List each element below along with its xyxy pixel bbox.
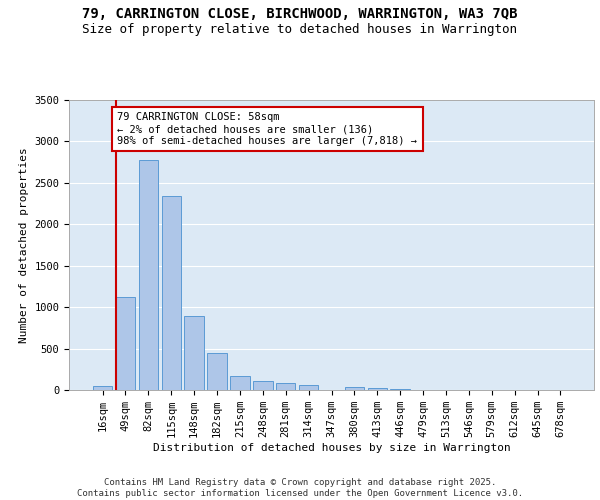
Bar (139, 160, 158, 390)
Bar (116, 297, 135, 390)
Text: 79, CARRINGTON CLOSE, BIRCHWOOD, WARRINGTON, WA3 7QB: 79, CARRINGTON CLOSE, BIRCHWOOD, WARRING… (82, 8, 518, 22)
Bar (93, 386, 112, 390)
Bar (253, 382, 272, 390)
Text: 79 CARRINGTON CLOSE: 58sqm
← 2% of detached houses are smaller (136)
98% of semi: 79 CARRINGTON CLOSE: 58sqm ← 2% of detac… (118, 112, 418, 146)
Bar (391, 389, 410, 390)
Text: Size of property relative to detached houses in Warrington: Size of property relative to detached ho… (83, 22, 517, 36)
Bar (184, 316, 204, 390)
Bar (161, 196, 181, 390)
Text: Contains HM Land Registry data © Crown copyright and database right 2025.
Contai: Contains HM Land Registry data © Crown c… (77, 478, 523, 498)
Bar (368, 388, 387, 390)
X-axis label: Distribution of detached houses by size in Warrington: Distribution of detached houses by size … (152, 443, 511, 453)
Bar (276, 382, 295, 390)
Bar (230, 376, 250, 390)
Bar (344, 386, 364, 390)
Bar (299, 385, 319, 390)
Y-axis label: Number of detached properties: Number of detached properties (19, 147, 29, 343)
Bar (208, 353, 227, 390)
